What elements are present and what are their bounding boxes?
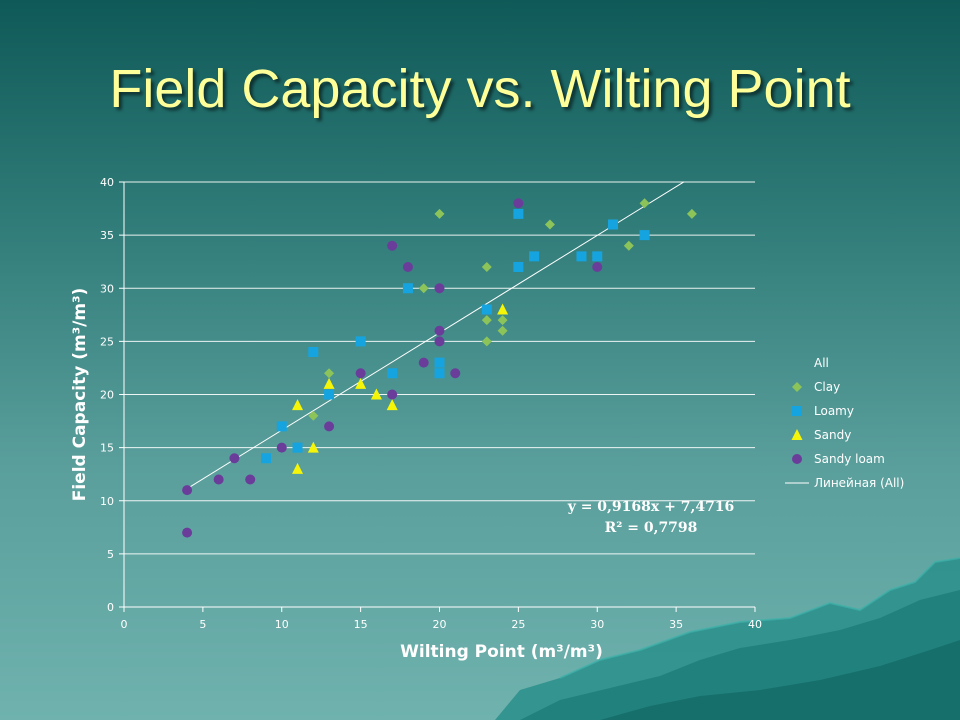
data-point-sandy-loam xyxy=(450,368,461,379)
y-tick-label: 20 xyxy=(100,389,114,402)
x-tick-label: 0 xyxy=(121,618,128,631)
x-tick-label: 20 xyxy=(433,618,447,631)
data-point-sandy-loam xyxy=(229,453,240,464)
data-point-loamy xyxy=(308,347,319,357)
data-point-sandy xyxy=(292,462,304,474)
data-point-loamy xyxy=(434,368,445,379)
data-point-loamy xyxy=(608,219,619,230)
trendline xyxy=(186,181,685,490)
legend-label-sandy-loam: Sandy loam xyxy=(814,452,885,466)
x-tick-label: 5 xyxy=(199,618,206,631)
y-tick-label: 30 xyxy=(100,282,114,295)
data-point-sandy-loam xyxy=(182,485,193,496)
data-point-clay xyxy=(497,325,508,336)
data-point-sandy-loam xyxy=(355,368,366,379)
x-tick-label: 30 xyxy=(590,618,604,631)
legend-label-loamy: Loamy xyxy=(814,404,854,418)
data-point-sandy-loam xyxy=(245,474,256,485)
legend-label-clay: Clay xyxy=(814,380,840,394)
x-tick-label: 25 xyxy=(511,618,525,631)
data-point-sandy-loam xyxy=(276,442,287,453)
data-point-loamy xyxy=(513,262,524,272)
x-tick-label: 35 xyxy=(669,618,683,631)
y-tick-label: 5 xyxy=(107,548,114,561)
x-tick-label: 40 xyxy=(748,618,762,631)
legend: All Clay Loamy Sandy Sandy loam Линейная (All… xyxy=(785,356,904,490)
legend-label-trendline: Линейная (All) xyxy=(814,476,904,490)
data-point-loamy xyxy=(576,251,587,262)
data-point-sandy xyxy=(323,377,335,389)
data-point-sandy xyxy=(370,388,382,400)
data-point-clay xyxy=(544,219,555,230)
data-point-sandy-loam xyxy=(324,421,335,432)
data-point-loamy xyxy=(387,368,398,379)
data-point-sandy-loam xyxy=(434,336,445,347)
data-point-clay xyxy=(324,368,335,379)
y-tick-label: 40 xyxy=(100,176,114,189)
data-point-clay xyxy=(434,208,445,219)
data-point-loamy xyxy=(481,304,492,315)
y-tick-label: 15 xyxy=(100,442,114,455)
legend-marker-loamy xyxy=(792,406,802,416)
data-point-sandy-loam xyxy=(402,262,413,272)
data-point-loamy xyxy=(292,442,303,453)
data-point-clay xyxy=(481,315,492,326)
data-point-sandy-loam xyxy=(434,283,445,294)
data-point-loamy xyxy=(260,453,271,464)
data-point-sandy-loam xyxy=(182,527,193,538)
data-point-sandy-loam xyxy=(213,474,224,485)
series-loamy xyxy=(260,208,650,464)
data-point-sandy xyxy=(497,303,509,315)
data-point-loamy xyxy=(639,230,650,241)
data-point-sandy-loam xyxy=(592,262,603,272)
y-axis-label: Field Capacity (m³/m³) xyxy=(70,288,90,502)
data-point-sandy-loam xyxy=(513,198,524,209)
data-point-sandy-loam xyxy=(434,325,445,336)
legend-marker-sandy xyxy=(791,429,803,440)
data-point-loamy xyxy=(434,357,445,368)
legend-label-sandy: Sandy xyxy=(814,428,851,442)
data-point-clay xyxy=(418,283,429,294)
legend-marker-clay xyxy=(792,382,802,392)
data-point-sandy xyxy=(386,399,398,411)
data-point-sandy-loam xyxy=(387,389,398,400)
trendline-equation: y = 0,9168x + 7,4716 xyxy=(567,499,735,515)
data-point-sandy-loam xyxy=(387,240,398,251)
data-point-sandy xyxy=(307,441,319,453)
data-point-sandy xyxy=(292,399,304,411)
data-point-clay xyxy=(639,198,650,209)
x-tick-label: 10 xyxy=(275,618,289,631)
legend-header: All xyxy=(814,356,829,370)
x-tick-label: 15 xyxy=(354,618,368,631)
y-tick-label: 25 xyxy=(100,335,114,348)
data-point-loamy xyxy=(324,389,335,400)
data-point-sandy-loam xyxy=(418,357,429,368)
data-point-loamy xyxy=(276,421,287,432)
data-point-loamy xyxy=(402,283,413,294)
data-point-clay xyxy=(308,410,319,421)
data-point-loamy xyxy=(592,251,603,262)
data-point-clay xyxy=(623,240,634,251)
trendline-r-squared: R² = 0,7798 xyxy=(605,520,698,536)
y-tick-label: 35 xyxy=(100,229,114,242)
data-point-clay xyxy=(481,262,492,272)
series-sandy-loam xyxy=(182,198,603,538)
y-tick-label: 10 xyxy=(100,495,114,508)
x-axis-label: Wilting Point (m³/m³) xyxy=(400,642,603,662)
data-point-sandy xyxy=(355,377,367,389)
legend-marker-sandy-loam xyxy=(792,454,802,464)
data-point-clay xyxy=(686,208,697,219)
data-point-loamy xyxy=(529,251,540,262)
data-point-loamy xyxy=(355,336,366,347)
series-sandy xyxy=(292,303,509,474)
y-tick-label: 0 xyxy=(107,601,114,614)
data-point-loamy xyxy=(513,208,524,219)
series-clay xyxy=(308,198,697,421)
data-point-clay xyxy=(481,336,492,347)
data-point-clay xyxy=(497,315,508,326)
page-title: Field Capacity vs. Wilting Point xyxy=(109,59,851,119)
